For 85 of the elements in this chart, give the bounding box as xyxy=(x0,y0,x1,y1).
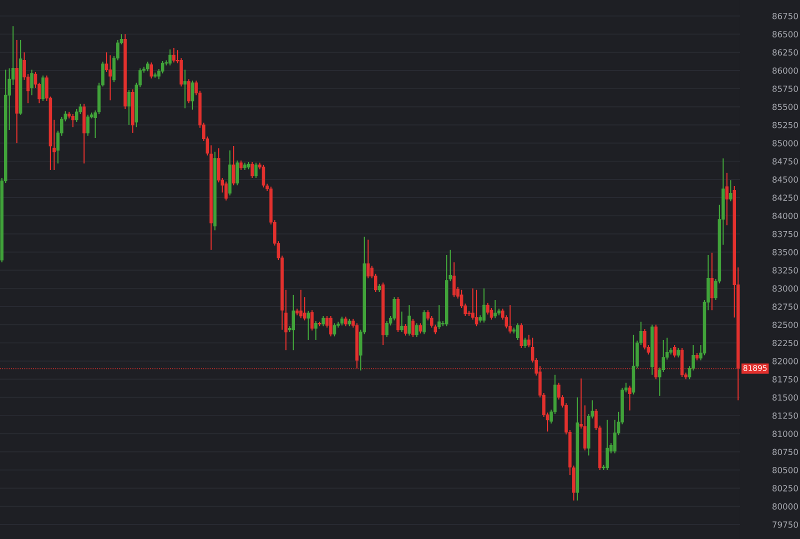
y-tick-label: 84750 xyxy=(772,158,798,165)
candlestick xyxy=(400,311,404,333)
candlestick xyxy=(482,288,486,324)
y-tick-label: 83750 xyxy=(772,230,798,238)
candlestick xyxy=(418,322,422,334)
candlestick xyxy=(676,347,680,358)
candlestick xyxy=(232,145,236,186)
y-tick-label: 86750 xyxy=(772,12,798,20)
y-tick-label: 81500 xyxy=(772,394,798,401)
candlestick xyxy=(606,419,609,471)
candlestick xyxy=(672,344,676,358)
candlestick xyxy=(486,302,490,316)
candlestick xyxy=(344,316,348,327)
candlestick xyxy=(332,322,336,337)
candlestick xyxy=(628,385,632,411)
y-tick-label: 80500 xyxy=(772,466,798,474)
candlestick xyxy=(250,161,254,179)
candlestick xyxy=(411,318,415,338)
y-tick-label: 80250 xyxy=(772,485,798,492)
candlestick xyxy=(520,322,523,349)
y-tick-label: 86500 xyxy=(772,31,798,38)
candlestick xyxy=(415,322,418,338)
candlestick xyxy=(523,337,527,349)
y-tick-label: 84500 xyxy=(772,176,798,183)
candlestick xyxy=(172,47,176,64)
y-tick-label: 84250 xyxy=(772,194,798,201)
y-tick-label: 81000 xyxy=(772,430,798,437)
candlestick xyxy=(494,299,497,319)
candlestick xyxy=(729,180,732,202)
candlestick xyxy=(168,48,172,66)
candlestick xyxy=(224,181,228,202)
candlestick xyxy=(146,61,150,72)
candlestick xyxy=(74,108,78,123)
candlestick xyxy=(404,323,408,336)
candlestick xyxy=(150,62,153,80)
candlestick xyxy=(86,114,90,136)
candlestick xyxy=(41,74,45,102)
y-tick-label: 85500 xyxy=(772,104,798,110)
candlestick xyxy=(438,304,441,330)
candlestick xyxy=(490,307,494,320)
candlestick xyxy=(306,310,310,341)
candlestick xyxy=(183,69,187,109)
y-tick-label: 83000 xyxy=(772,285,798,292)
candlestick xyxy=(190,80,194,110)
candlestick xyxy=(474,289,478,327)
y-tick-label: 82250 xyxy=(772,340,798,346)
candlestick xyxy=(710,252,714,311)
y-tick-label: 79750 xyxy=(772,521,798,528)
candlestick xyxy=(30,69,34,96)
candlestick xyxy=(187,78,190,104)
y-tick-label: 81250 xyxy=(772,412,798,419)
candlestick xyxy=(366,239,370,279)
y-tick-label: 85250 xyxy=(772,122,798,128)
candlestick xyxy=(254,162,258,179)
y-tick-label: 85750 xyxy=(772,86,798,92)
y-tick-label: 83500 xyxy=(772,249,798,256)
y-tick-label: 86250 xyxy=(772,49,798,56)
candlestick xyxy=(236,160,239,186)
y-tick-label: 81750 xyxy=(772,376,798,382)
candlestick xyxy=(108,54,112,101)
y-tick-label: 85000 xyxy=(772,140,798,146)
candlestick xyxy=(508,304,512,334)
candlestick xyxy=(239,160,243,171)
y-tick-label: 84000 xyxy=(772,212,798,220)
y-tick-label: 82500 xyxy=(772,322,798,328)
candlestick xyxy=(310,310,314,332)
candlestick xyxy=(408,304,411,336)
candlestick xyxy=(262,164,266,188)
candlestick xyxy=(452,262,456,298)
candlestick xyxy=(422,310,426,335)
candlestick xyxy=(292,294,296,351)
y-tick-label: 82750 xyxy=(772,304,798,310)
candlestick xyxy=(71,113,75,128)
candlestick xyxy=(314,320,318,341)
candlestick xyxy=(516,322,520,341)
y-tick-label: 83250 xyxy=(772,267,798,274)
candlestick xyxy=(127,90,131,126)
y-tick-label: 86000 xyxy=(772,67,798,74)
y-tick-label: 80750 xyxy=(772,448,798,456)
candlestick xyxy=(299,289,302,319)
y-tick-label: 82000 xyxy=(772,358,798,364)
candlestick xyxy=(329,315,332,337)
candlestick xyxy=(322,315,325,327)
y-tick-label: 80000 xyxy=(772,503,798,510)
candlestick xyxy=(725,172,729,226)
